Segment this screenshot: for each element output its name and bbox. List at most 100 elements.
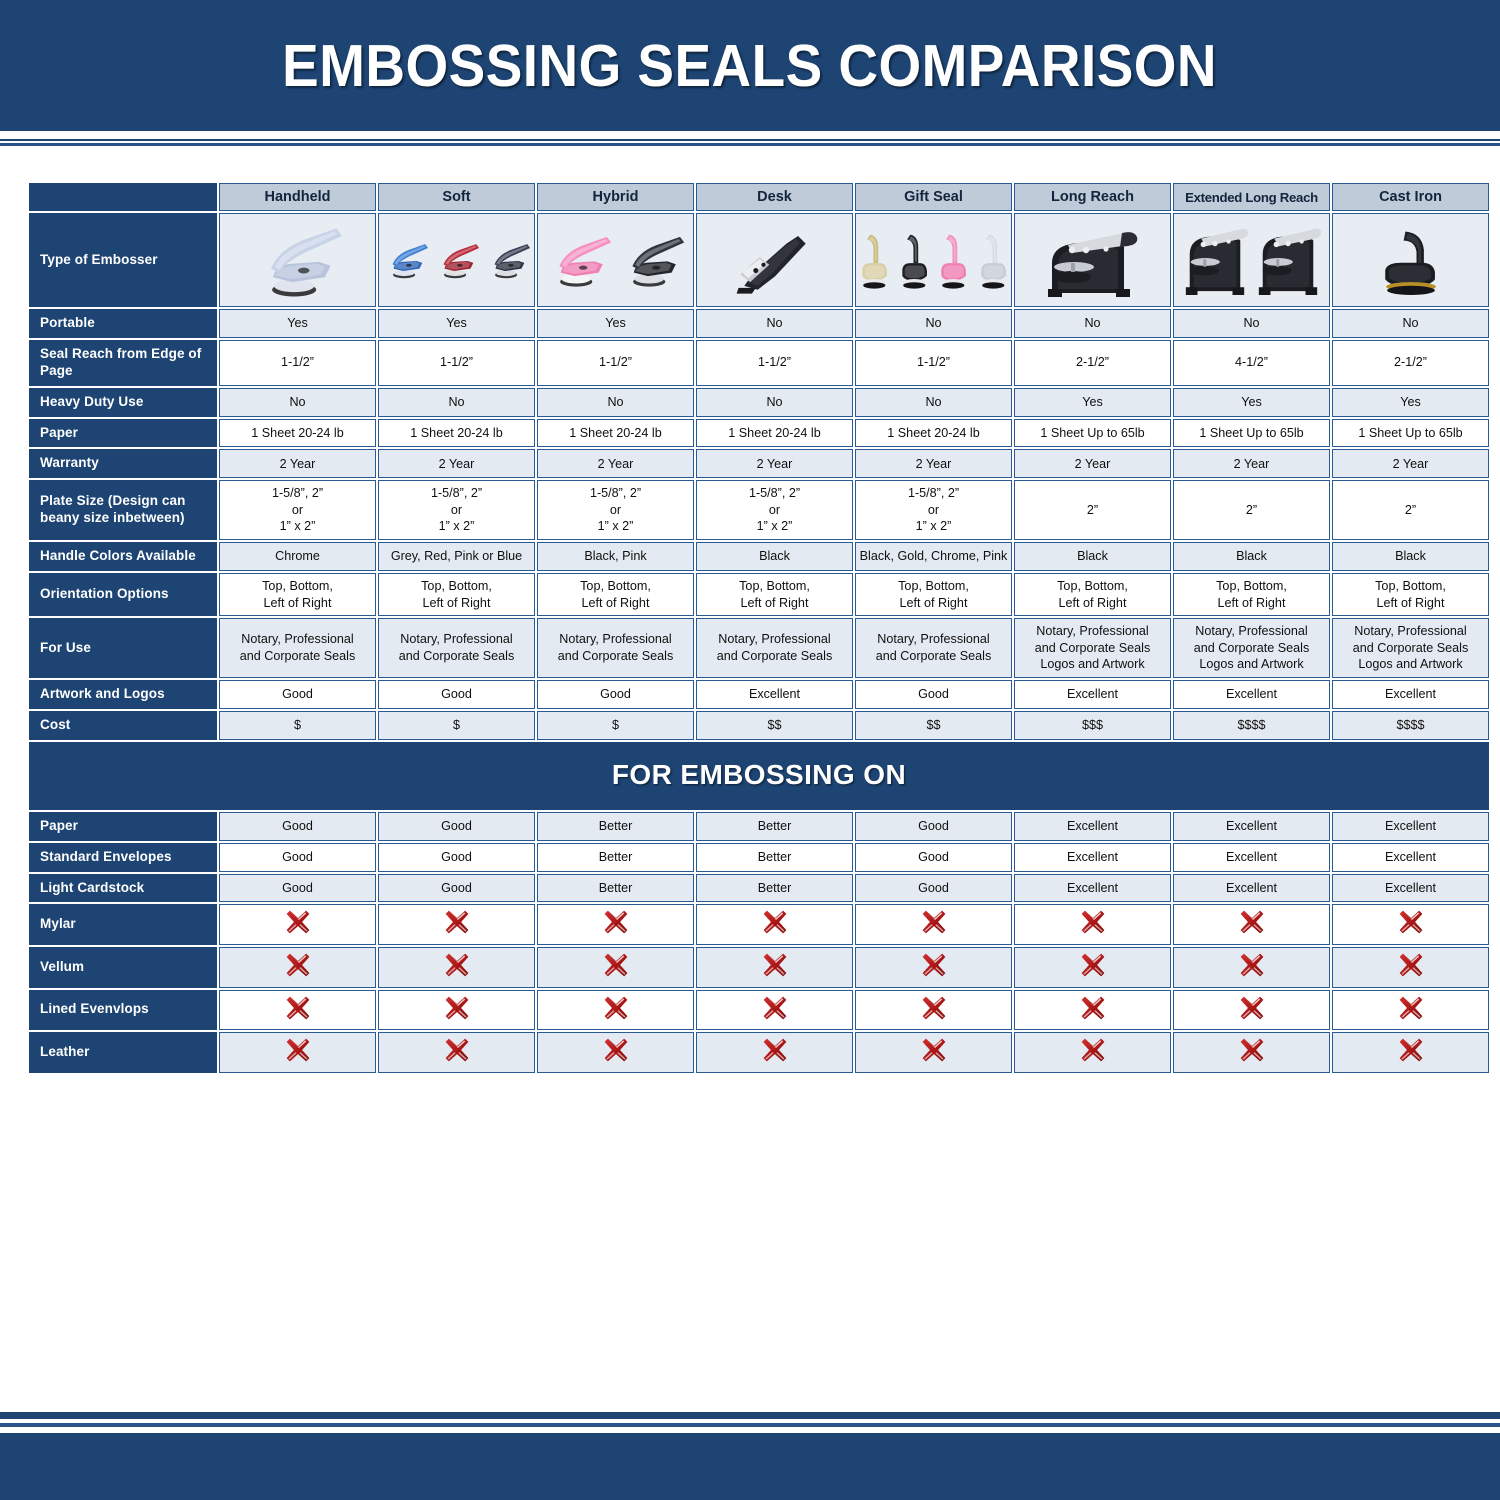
cell: 1-5/8”, 2” or 1” x 2” — [219, 480, 376, 541]
cell: 2” — [1014, 480, 1171, 541]
cell: No — [378, 387, 535, 417]
cell: Better — [696, 842, 853, 872]
cell: Good — [855, 842, 1012, 872]
cell: $$$ — [1014, 710, 1171, 740]
cell: Good — [378, 873, 535, 903]
cell: $ — [537, 710, 694, 740]
cell: Excellent — [1173, 873, 1330, 903]
cell: No — [1332, 309, 1489, 338]
column-header-cast-iron[interactable]: Cast Iron — [1332, 183, 1489, 211]
row-label-paper: Paper — [29, 811, 217, 841]
cell: Yes — [1332, 387, 1489, 417]
header-divider-rule — [0, 137, 1500, 143]
cell: 2 Year — [855, 449, 1012, 479]
cell: Yes — [1173, 387, 1330, 417]
table-row: Paper Good Good Better Better Good Excellent Ex… — [29, 811, 1489, 841]
column-header-soft[interactable]: Soft — [378, 183, 535, 211]
cell: Notary, Professional and Corporate Seals L… — [1332, 618, 1489, 678]
cell: Excellent — [1332, 680, 1489, 709]
cell: No — [696, 387, 853, 417]
cell: Yes — [219, 309, 376, 338]
gift-seal-embosser-image — [856, 214, 1011, 306]
not-supported-x-icon — [1014, 989, 1171, 1031]
table-row: Light Cardstock Good Good Better Better Good E… — [29, 873, 1489, 903]
column-header-hybrid[interactable]: Hybrid — [537, 183, 694, 211]
row-label-portable: Portable — [29, 309, 217, 338]
column-header-handheld[interactable]: Handheld — [219, 183, 376, 211]
cell: Good — [219, 811, 376, 841]
not-supported-x-icon — [1014, 1032, 1171, 1073]
row-label-mylar: Mylar — [29, 904, 217, 945]
not-supported-x-icon — [1173, 1032, 1330, 1073]
cell: Black — [1332, 542, 1489, 571]
not-supported-x-icon — [1014, 946, 1171, 988]
cell: Top, Bottom, Left of Right — [537, 572, 694, 617]
comparison-table-wrapper: Handheld Soft Hybrid Desk Gift Seal Long Reac… — [27, 181, 1489, 1075]
cell: 1-5/8”, 2” or 1” x 2” — [378, 480, 535, 541]
not-supported-x-icon — [1332, 946, 1489, 988]
cell: 2 Year — [1332, 449, 1489, 479]
cell: 1 Sheet Up to 65lb — [1332, 418, 1489, 448]
cell: 1 Sheet Up to 65lb — [1173, 418, 1330, 448]
not-supported-x-icon — [219, 1032, 376, 1073]
cell: 2-1/2” — [1014, 339, 1171, 386]
table-row: Seal Reach from Edge of Page 1-1/2” 1-1/2”… — [29, 339, 1489, 386]
not-supported-x-icon — [1173, 904, 1330, 945]
cell: Good — [378, 811, 535, 841]
not-supported-x-icon — [537, 1032, 694, 1073]
not-supported-x-icon — [1173, 946, 1330, 988]
column-header-long-reach[interactable]: Long Reach — [1014, 183, 1171, 211]
section-header-row: FOR EMBOSSING ON — [29, 741, 1489, 810]
cell: No — [537, 387, 694, 417]
cell: Good — [378, 842, 535, 872]
row-label-seal-reach-from-edge-of-page: Seal Reach from Edge of Page — [29, 339, 217, 386]
not-supported-x-icon — [219, 946, 376, 988]
comparison-table: Handheld Soft Hybrid Desk Gift Seal Long Reac… — [27, 181, 1491, 1075]
extended-long-reach-embosser-image — [1174, 214, 1329, 306]
cell: Notary, Professional and Corporate Seals — [537, 618, 694, 678]
not-supported-x-icon — [855, 946, 1012, 988]
row-label-artwork-and-logos: Artwork and Logos — [29, 680, 217, 709]
table-row: Cost $ $ $ $$ $$ $$$ $$$$ $$$$ — [29, 710, 1489, 740]
cell: Good — [855, 811, 1012, 841]
row-label-vellum: Vellum — [29, 946, 217, 988]
cell: Excellent — [1332, 811, 1489, 841]
not-supported-x-icon — [696, 904, 853, 945]
desk-embosser-image — [697, 214, 852, 306]
photo-cell-handheld — [219, 213, 376, 307]
cell: 2 Year — [1173, 449, 1330, 479]
not-supported-x-icon — [537, 946, 694, 988]
table-row: Artwork and Logos Good Good Good Excellent Go… — [29, 680, 1489, 709]
table-row: Orientation Options Top, Bottom, Left of R… — [29, 572, 1489, 617]
row-label-paper: Paper — [29, 418, 217, 448]
column-header-extended-long-reach[interactable]: Extended Long Reach — [1173, 183, 1330, 211]
page-banner: EMBOSSING SEALS COMPARISON — [0, 0, 1500, 131]
footer-divider-rule-secondary — [0, 1423, 1500, 1427]
cell: Black — [1173, 542, 1330, 571]
table-row: Paper 1 Sheet 20-24 lb 1 Sheet 20-24 lb 1 S… — [29, 418, 1489, 448]
cell: No — [219, 387, 376, 417]
cell: 1 Sheet 20-24 lb — [219, 418, 376, 448]
cell: Excellent — [1332, 842, 1489, 872]
cell: Excellent — [1173, 842, 1330, 872]
row-label-orientation-options: Orientation Options — [29, 572, 217, 617]
table-row: For Use Notary, Professional and Corporate… — [29, 618, 1489, 678]
header-divider-rule-secondary — [0, 143, 1500, 146]
cell: Yes — [1014, 387, 1171, 417]
table-row: Mylar — [29, 904, 1489, 945]
cell: 1-1/2” — [537, 339, 694, 386]
column-header-desk[interactable]: Desk — [696, 183, 853, 211]
not-supported-x-icon — [537, 904, 694, 945]
cell: Excellent — [696, 680, 853, 709]
cell: 1 Sheet 20-24 lb — [537, 418, 694, 448]
not-supported-x-icon — [1332, 989, 1489, 1031]
cell: Notary, Professional and Corporate Seals L… — [1173, 618, 1330, 678]
photo-cell-gift-seal — [855, 213, 1012, 307]
column-header-gift-seal[interactable]: Gift Seal — [855, 183, 1012, 211]
cell: Chrome — [219, 542, 376, 571]
not-supported-x-icon — [855, 989, 1012, 1031]
cell: Notary, Professional and Corporate Seals — [696, 618, 853, 678]
cell: Notary, Professional and Corporate Seals L… — [1014, 618, 1171, 678]
cell: Better — [537, 842, 694, 872]
